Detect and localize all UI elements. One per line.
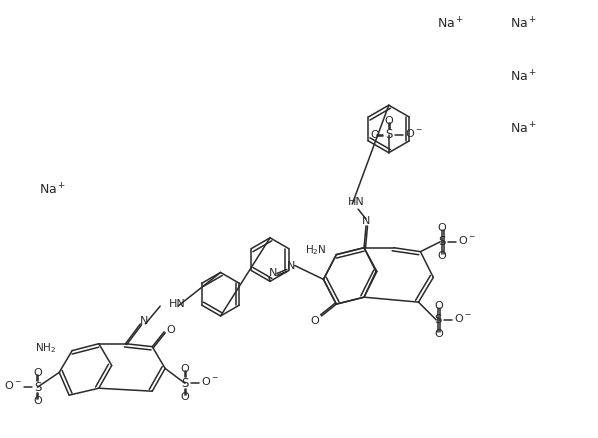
- Text: O: O: [181, 364, 190, 374]
- Text: S: S: [438, 235, 446, 248]
- Text: Na$^+$: Na$^+$: [39, 183, 66, 198]
- Text: N: N: [269, 268, 277, 279]
- Text: Na$^+$: Na$^+$: [509, 69, 537, 84]
- Text: Na$^+$: Na$^+$: [509, 121, 537, 137]
- Text: O$^-$: O$^-$: [4, 379, 22, 391]
- Text: S: S: [385, 128, 392, 141]
- Text: O: O: [181, 392, 190, 402]
- Text: O: O: [33, 368, 42, 378]
- Text: HN: HN: [348, 197, 365, 207]
- Text: HN: HN: [169, 299, 186, 309]
- Text: O: O: [438, 223, 447, 233]
- Text: H$_2$N: H$_2$N: [305, 243, 327, 257]
- Text: O: O: [385, 116, 393, 126]
- Text: O: O: [434, 301, 443, 311]
- Text: O$^-$: O$^-$: [458, 234, 476, 246]
- Text: S: S: [181, 377, 188, 390]
- Text: N: N: [286, 261, 295, 271]
- Text: O: O: [310, 316, 319, 326]
- Text: O$^-$: O$^-$: [201, 375, 219, 387]
- Text: S: S: [33, 381, 41, 394]
- Text: Na$^+$: Na$^+$: [509, 16, 537, 32]
- Text: N: N: [362, 216, 370, 226]
- Text: Na$^+$: Na$^+$: [437, 16, 465, 32]
- Text: O: O: [434, 329, 443, 339]
- Text: O: O: [438, 251, 447, 261]
- Text: O: O: [371, 130, 379, 140]
- Text: O$^-$: O$^-$: [405, 127, 423, 139]
- Text: O: O: [33, 396, 42, 406]
- Text: O: O: [167, 325, 175, 335]
- Text: O$^-$: O$^-$: [454, 312, 472, 324]
- Text: S: S: [435, 314, 442, 326]
- Text: NH$_2$: NH$_2$: [35, 341, 56, 354]
- Text: N: N: [140, 316, 148, 326]
